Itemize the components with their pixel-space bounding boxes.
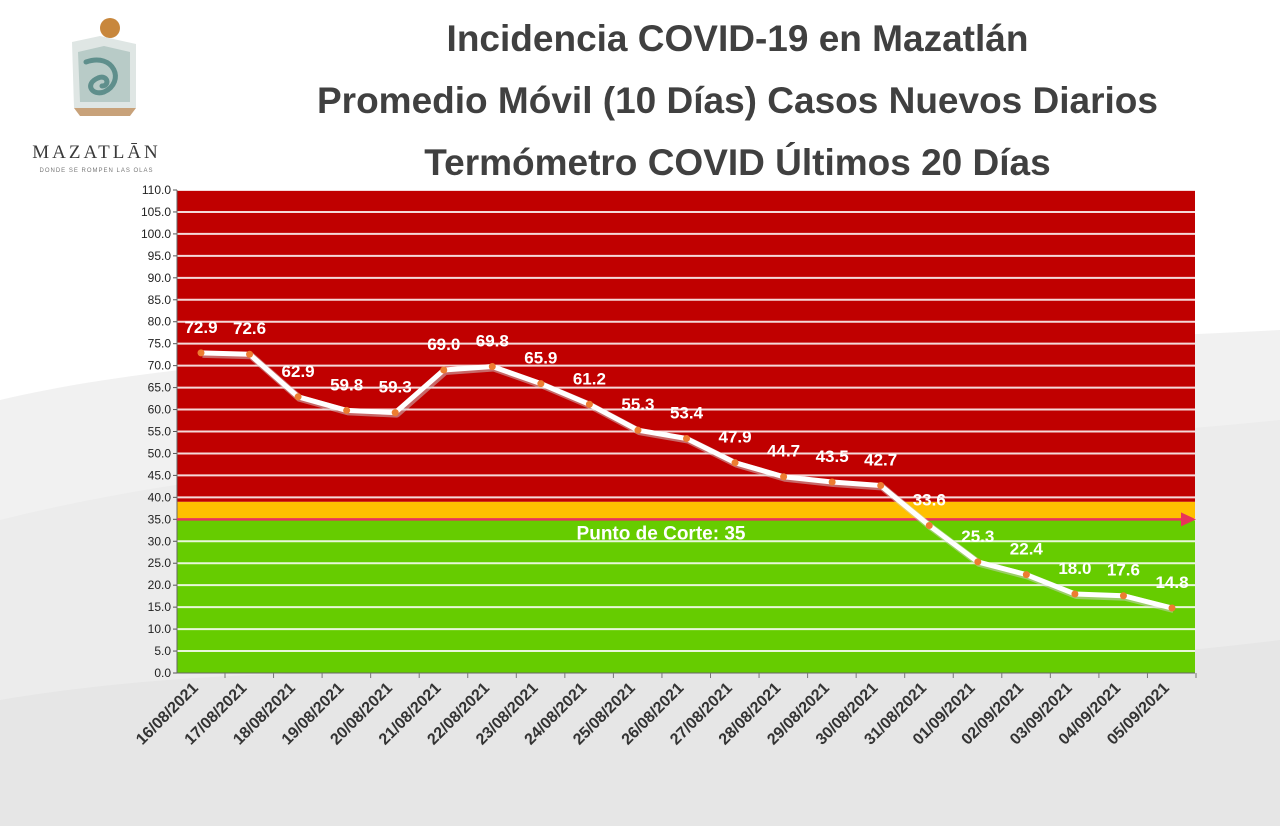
title-line-1: Incidencia COVID-19 en Mazatlán [446,18,1029,59]
data-point [1119,592,1127,600]
zone-band-2 [177,190,1195,502]
zone-bands [177,190,1195,673]
data-label: 42.7 [864,451,897,470]
y-tick-label: 30.0 [148,534,172,548]
data-label: 17.6 [1107,561,1140,580]
data-label: 59.8 [330,375,363,394]
cut-line: Punto de Corte: 35 [177,512,1196,544]
y-tick-label: 40.0 [148,490,172,504]
data-point [634,426,642,434]
data-label: 61.2 [573,369,606,388]
y-tick-label: 50.0 [148,446,172,460]
y-tick-label: 15.0 [148,600,172,614]
cut-line-label: Punto de Corte: 35 [577,523,746,544]
y-tick-label: 85.0 [148,293,172,307]
data-point [391,409,399,417]
data-label: 59.3 [379,378,412,397]
y-tick-label: 55.0 [148,425,172,439]
y-tick-label: 10.0 [148,622,172,636]
data-label: 18.0 [1058,559,1091,578]
y-tick-label: 35.0 [148,512,172,526]
data-label: 25.3 [961,527,994,546]
data-point [197,349,205,357]
data-point [828,478,836,486]
data-point [877,482,885,490]
data-label: 72.9 [184,318,217,337]
y-tick-label: 110.0 [142,183,171,197]
series-line [197,349,1176,613]
y-tick-label: 5.0 [154,644,171,658]
data-label: 69.8 [476,332,509,351]
data-point [683,435,690,443]
mazatlan-logo: MAZATLĀN DONDE SE ROMPEN LAS OLAS [14,12,179,174]
logo-tagline: DONDE SE ROMPEN LAS OLAS [39,168,154,174]
data-label: 72.6 [233,319,266,338]
data-label: 14.8 [1155,573,1188,592]
data-label: 53.4 [670,404,704,423]
data-label: 44.7 [767,442,800,461]
data-point [343,406,351,414]
data-point [974,558,982,566]
y-tick-label: 90.0 [148,271,172,285]
cut-arrow-icon [1181,512,1196,527]
y-tick-label: 75.0 [148,337,172,351]
y-tick-label: 70.0 [148,359,172,373]
y-tick-label: 80.0 [148,315,172,329]
data-point [246,350,254,358]
data-label: 55.3 [621,395,654,414]
data-label: 47.9 [719,428,752,447]
data-point [488,363,496,371]
data-label: 62.9 [282,362,315,381]
data-point [1022,571,1030,579]
y-tick-label: 60.0 [148,403,172,417]
data-point [1071,590,1079,598]
data-label: 65.9 [524,349,557,368]
y-tick-label: 45.0 [148,468,172,482]
mazatlan-emblem-icon [72,18,136,116]
y-tick-label: 20.0 [148,578,172,592]
data-point [294,393,302,401]
zone-band-0 [177,519,1195,673]
zone-band-1 [177,501,1195,520]
data-point [537,380,545,388]
chart-titles: Incidencia COVID-19 en Mazatlán Promedio… [195,8,1280,194]
data-labels: 72.9 72.6 62.9 59.8 59.3 69.0 69.8 65.9 61.2 55.3… [184,318,1188,592]
y-tick-label: 25.0 [148,556,172,570]
data-label: 43.5 [816,447,849,466]
y-tick-label: 95.0 [148,249,172,263]
gridlines [177,189,1195,653]
data-point [780,473,788,481]
data-label: 22.4 [1010,540,1044,559]
data-label: 69.0 [427,335,460,354]
title-line-2: Promedio Móvil (10 Días) Casos Nuevos Di… [317,80,1158,121]
data-point [1168,604,1176,612]
y-tick-label: 0.0 [154,666,171,680]
logo-wordmark: MAZATLĀN [32,142,161,163]
title-line-3: Termómetro COVID Últimos 20 Días [424,142,1051,183]
y-tick-label: 100.0 [141,227,171,241]
data-point [731,459,739,467]
data-point [585,400,593,408]
data-point [440,366,448,374]
y-tick-label: 105.0 [141,205,171,219]
data-label: 33.6 [913,490,946,509]
data-point [925,521,933,529]
y-tick-label: 65.0 [148,381,172,395]
